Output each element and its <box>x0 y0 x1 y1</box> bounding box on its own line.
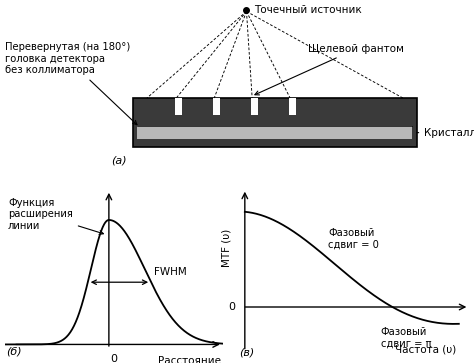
Text: Фазовый
сдвиг = 0: Фазовый сдвиг = 0 <box>328 228 379 249</box>
Text: (в): (в) <box>240 347 255 358</box>
Text: Расстояние: Расстояние <box>158 356 221 363</box>
Bar <box>289 98 296 115</box>
Bar <box>137 126 412 139</box>
Bar <box>251 98 258 115</box>
Text: 0: 0 <box>110 354 118 363</box>
Text: Точечный источник: Точечный источник <box>254 5 361 15</box>
Text: Щелевой фантом: Щелевой фантом <box>255 44 404 95</box>
Text: MTF (υ): MTF (υ) <box>221 229 232 267</box>
Text: Функция
расширения
линии: Функция расширения линии <box>8 197 103 234</box>
Bar <box>175 98 182 115</box>
Bar <box>133 98 417 147</box>
Text: Частота (υ): Частота (υ) <box>395 345 456 355</box>
Text: Фазовый
сдвиг = π: Фазовый сдвиг = π <box>381 327 431 348</box>
Text: FWHM: FWHM <box>154 267 186 277</box>
Text: 0: 0 <box>228 302 236 312</box>
Bar <box>213 98 220 115</box>
Text: Перевернутая (на 180°)
головка детектора
без коллиматора: Перевернутая (на 180°) головка детектора… <box>5 42 137 125</box>
Text: Кристалл: Кристалл <box>417 128 474 138</box>
Text: (а): (а) <box>111 155 126 165</box>
Text: (б): (б) <box>6 347 22 357</box>
